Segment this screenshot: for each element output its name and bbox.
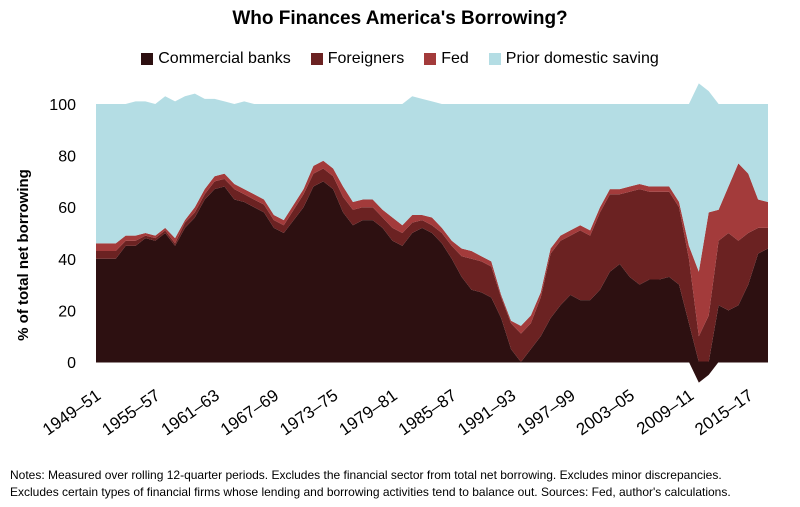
legend: Commercial banks Foreigners Fed Prior do… — [0, 50, 800, 68]
legend-item-prior-domestic-saving: Prior domestic saving — [488, 50, 659, 68]
y-axis: 0 20 40 60 80 100 — [49, 97, 76, 372]
legend-item-fed: Fed — [424, 50, 469, 68]
x-tick-label: 1955–57 — [98, 386, 163, 440]
plot-areas — [96, 83, 768, 383]
y-tick-label: 20 — [58, 303, 76, 320]
notes-line-1: Notes: Measured over rolling 12-quarter … — [10, 468, 722, 482]
legend-swatch-fed — [424, 53, 437, 65]
area-foreigners-negative — [96, 362, 768, 383]
chart-plot: 0 20 40 60 80 100 1949–511955–571961–631967–6… — [15, 83, 768, 440]
x-tick-label: 1979–81 — [336, 386, 401, 440]
area-prior-domestic-saving-negative — [96, 362, 768, 383]
x-axis: 1949–511955–571961–631967–691973–751979–… — [39, 386, 756, 440]
legend-swatch-commercial-banks — [141, 53, 154, 65]
x-tick-label: 1997–99 — [514, 386, 579, 440]
area-fed-negative — [96, 362, 768, 383]
area-prior-domestic-saving — [96, 83, 768, 326]
legend-swatch-foreigners — [310, 53, 323, 65]
notes-line-2: Excludes certain types of financial firm… — [10, 485, 731, 499]
legend-label-commercial-banks: Commercial banks — [158, 50, 291, 67]
legend-label-prior-domestic-saving: Prior domestic saving — [505, 50, 659, 67]
x-tick-label: 1967–69 — [217, 386, 282, 440]
legend-label-foreigners: Foreigners — [327, 50, 405, 67]
y-axis-title: % of total net borrowing — [15, 169, 32, 341]
x-tick-label: 2015–17 — [691, 386, 756, 440]
x-tick-label: 1985–87 — [395, 386, 460, 440]
x-tick-label: 1973–75 — [276, 386, 341, 440]
x-tick-label: 1991–93 — [454, 386, 519, 440]
notes: Notes: Measured over rolling 12-quarter … — [10, 467, 795, 501]
x-tick-label: 2009–11 — [633, 386, 697, 439]
legend-label-fed: Fed — [441, 50, 469, 67]
legend-item-foreigners: Foreigners — [310, 50, 405, 68]
y-tick-label: 80 — [58, 149, 76, 166]
y-tick-label: 40 — [58, 252, 76, 269]
y-tick-label: 60 — [58, 200, 76, 217]
legend-item-commercial-banks: Commercial banks — [141, 50, 291, 68]
y-tick-label: 100 — [49, 97, 76, 114]
area-commercial-banks — [96, 181, 768, 362]
x-tick-label: 2003–05 — [573, 386, 638, 440]
y-tick-label: 0 — [67, 355, 76, 372]
area-foreigners — [96, 168, 768, 362]
x-tick-label: 1949–51 — [39, 386, 104, 440]
legend-swatch-prior-domestic-saving — [488, 53, 501, 65]
x-tick-label: 1961–63 — [158, 386, 223, 440]
area-fed — [96, 160, 768, 337]
area-commercial-banks-negative — [96, 362, 768, 383]
chart-title: Who Finances America's Borrowing? — [232, 8, 568, 29]
